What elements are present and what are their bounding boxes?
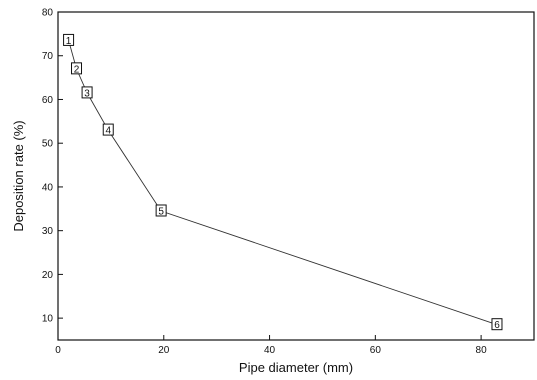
data-point-marker bbox=[102, 123, 114, 136]
data-point-label: 6 bbox=[494, 320, 500, 331]
x-tick-label: 20 bbox=[158, 345, 170, 356]
y-tick-label: 60 bbox=[42, 95, 54, 106]
data-point-marker bbox=[63, 33, 75, 46]
data-point-label: 2 bbox=[74, 64, 80, 75]
data-point-label: 3 bbox=[84, 88, 90, 99]
data-point-label: 4 bbox=[105, 126, 111, 137]
plot-frame bbox=[57, 11, 535, 341]
x-tick-label: 0 bbox=[55, 345, 61, 356]
data-point-marker bbox=[491, 318, 503, 331]
series-group: 1 2 3 4 5 6 bbox=[63, 33, 503, 331]
y-tick-label: 50 bbox=[42, 139, 54, 150]
x-tick-label: 80 bbox=[476, 345, 488, 356]
axis-ticks: 0 20 40 60 80 10 20 30 40 50 60 70 80 bbox=[42, 8, 487, 357]
y-tick-label: 80 bbox=[42, 8, 54, 19]
data-point-marker bbox=[155, 204, 167, 217]
y-tick-label: 20 bbox=[42, 270, 54, 281]
y-tick-label: 40 bbox=[42, 182, 54, 193]
x-axis-title: Pipe diameter (mm) bbox=[239, 360, 353, 375]
series-line bbox=[68, 40, 498, 326]
y-tick-label: 70 bbox=[42, 51, 54, 62]
data-point-marker bbox=[71, 62, 83, 75]
x-tick-label: 40 bbox=[264, 345, 276, 356]
data-point-label: 1 bbox=[66, 36, 72, 47]
data-point-label: 5 bbox=[158, 206, 164, 217]
x-tick-label: 60 bbox=[370, 345, 382, 356]
y-axis-title: Deposition rate (%) bbox=[11, 120, 26, 231]
y-tick-label: 30 bbox=[42, 226, 54, 237]
y-tick-label: 10 bbox=[42, 314, 54, 325]
data-point-marker bbox=[81, 86, 93, 99]
